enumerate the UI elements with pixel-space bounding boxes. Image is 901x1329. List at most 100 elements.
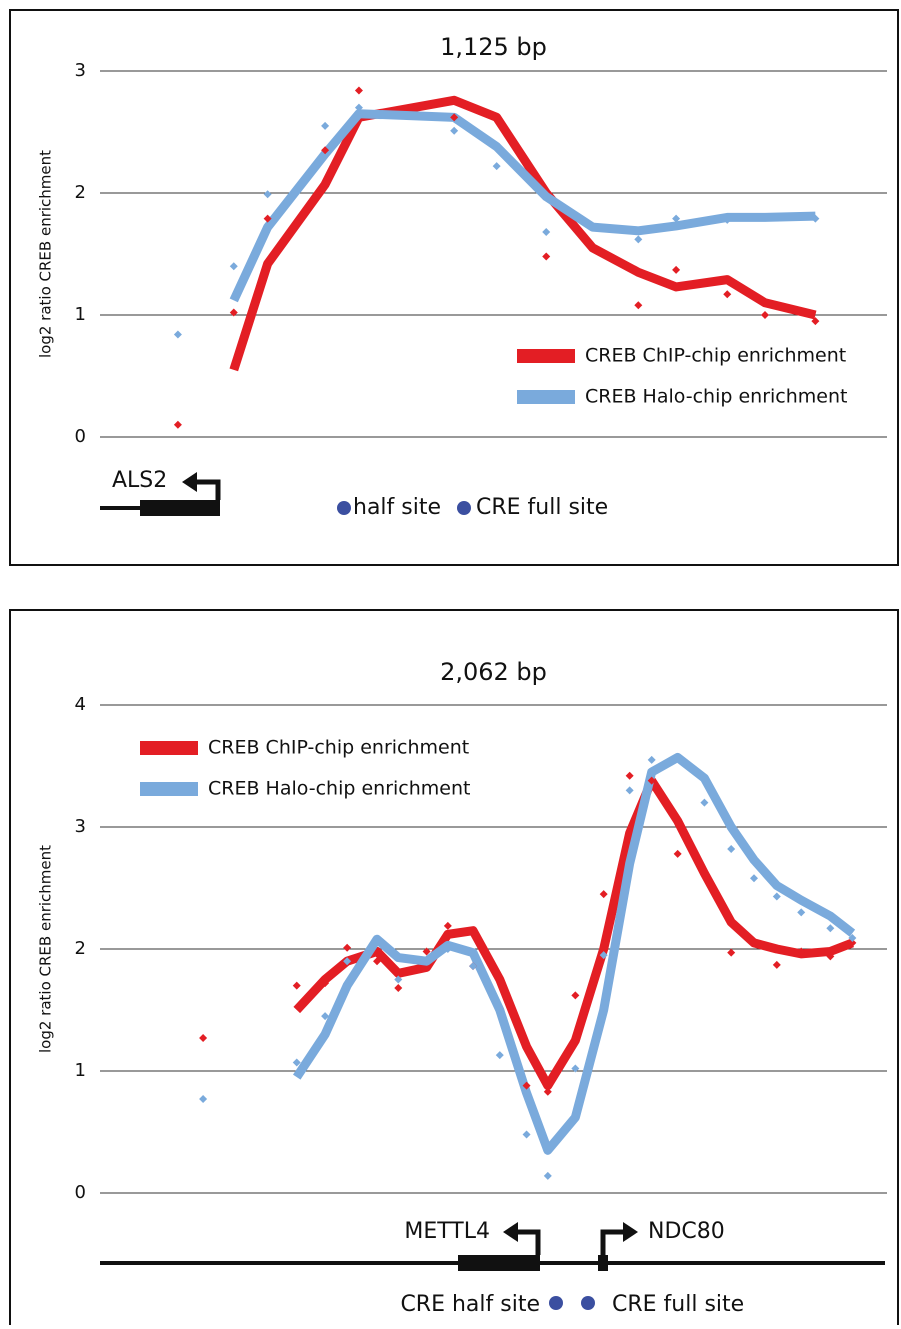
panel [9,9,899,566]
chart-title: 1,125 bp [440,33,547,61]
data-point [672,214,681,223]
gene-label: NDC80 [648,1219,725,1244]
data-point [229,308,238,317]
data-point [647,755,656,764]
legend-label: CREB Halo-chip enrichment [208,778,470,800]
data-point [263,214,272,223]
data-point [727,844,736,853]
y-axis-label: log2 ratio CREB enrichment [37,150,55,358]
data-point [797,947,806,956]
data-point [772,960,781,969]
data-point [394,975,403,984]
legend-label: CREB Halo-chip enrichment [585,386,847,408]
gene-label: ALS2 [112,468,167,493]
data-point [673,849,682,858]
y-tick-label: 3 [75,816,86,837]
y-axis-label: log2 ratio CREB enrichment [37,845,55,1053]
site-dot [581,1296,595,1310]
data-point [321,1012,330,1021]
data-point [321,121,330,130]
data-point [522,1081,531,1090]
data-point [354,103,363,112]
data-point [634,301,643,310]
data-point [727,948,736,957]
site-label: half site [353,495,441,520]
y-tick-label: 4 [75,694,86,715]
data-point [634,235,643,244]
data-point [749,938,758,947]
site-dot [337,501,351,515]
data-point [321,979,330,988]
y-tick-label: 2 [75,938,86,959]
data-point [422,957,431,966]
data-point [543,1171,552,1180]
site-label: CRE full site [612,1292,744,1317]
data-point [229,262,238,271]
data-point [343,957,352,966]
data-point [373,936,382,945]
y-tick-label: 1 [75,304,86,325]
data-point [199,1034,208,1043]
data-point [625,786,634,795]
data-point [173,420,182,429]
data-point [599,951,608,960]
gene-label: METTL4 [404,1219,490,1244]
y-tick-label: 1 [75,1060,86,1081]
data-point [542,252,551,261]
data-point [354,86,363,95]
data-point [848,938,857,947]
series-line [229,109,816,303]
data-point [749,874,758,883]
data-point [625,771,634,780]
data-point [811,214,820,223]
site-dot [549,1296,563,1310]
data-point [492,162,501,171]
site-label: CRE full site [476,495,608,520]
data-point [422,947,431,956]
data-point [723,290,732,299]
data-point [700,798,709,807]
data-point [292,981,301,990]
data-point [522,1130,531,1139]
site-dot [457,501,471,515]
legend-label: CREB ChIP-chip enrichment [208,737,469,759]
data-point [761,311,770,319]
chart-title: 2,062 bp [440,658,547,686]
data-point [495,1051,504,1060]
data-point [373,957,382,966]
data-point [443,921,452,930]
data-point [848,934,857,943]
data-point [542,228,551,237]
data-point [772,892,781,901]
data-point [723,215,732,224]
data-point [571,1064,580,1073]
data-point [599,890,608,899]
site-label: CRE half site [400,1292,540,1317]
gene-diagram [100,1222,885,1271]
data-point [811,317,820,326]
data-point [394,984,403,993]
gene-diagram [100,472,221,516]
data-point [647,776,656,785]
panel [9,609,899,1329]
data-point [761,213,770,222]
data-point [571,991,580,1000]
y-tick-label: 3 [75,60,86,81]
legend-label: CREB ChIP-chip enrichment [585,345,846,367]
y-tick-label: 2 [75,182,86,203]
data-point [173,330,182,339]
data-point [343,943,352,952]
data-point [450,126,459,135]
data-point [826,952,835,961]
data-point [450,113,459,122]
data-point [199,1095,208,1104]
series-line [229,95,817,372]
data-point [543,1087,552,1096]
data-point [797,908,806,917]
data-point [321,146,330,155]
data-point [826,924,835,933]
data-point [443,945,452,953]
data-point [263,190,272,199]
series-line [293,776,854,1091]
